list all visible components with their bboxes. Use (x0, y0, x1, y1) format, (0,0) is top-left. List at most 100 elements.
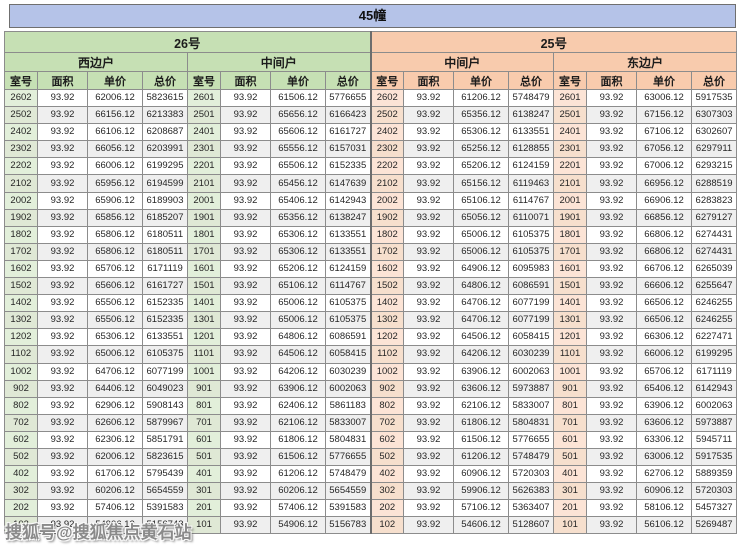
cell-room: 601 (187, 430, 221, 449)
cell-area: 93.92 (586, 88, 638, 108)
cell-total: 5823615 (142, 447, 188, 467)
cell-total: 6166423 (324, 106, 372, 125)
cell-area: 93.92 (586, 242, 638, 261)
cell-area: 93.92 (586, 157, 638, 176)
cell-room: 1501 (553, 277, 588, 296)
cell-total: 6105375 (508, 225, 555, 244)
cell-total: 6246255 (691, 294, 738, 313)
cell-room: 2002 (4, 191, 38, 210)
cell-room: 1702 (4, 242, 38, 261)
cell-total: 6133551 (508, 123, 555, 142)
cell-total: 6199295 (691, 345, 738, 364)
cell-room: 602 (4, 430, 38, 449)
cell-total: 6171119 (142, 259, 188, 279)
cell-total: 6119463 (508, 174, 555, 193)
cell-price: 66006.12 (87, 157, 143, 176)
cell-price: 62106.12 (270, 413, 326, 432)
table-row: 1702 93.92 65806.12 6180511 1701 93.92 65306.1… (4, 242, 738, 261)
cell-room: 1202 (369, 328, 405, 347)
table-row: 502 93.92 62006.12 5823615 501 93.92 61506.12 5… (4, 447, 738, 467)
cell-area: 93.92 (586, 208, 638, 227)
cell-total: 6105375 (142, 345, 188, 364)
cell-total: 5851791 (142, 430, 188, 449)
cell-total: 6180511 (142, 225, 188, 244)
cell-room: 1402 (4, 294, 38, 313)
cell-total: 6213383 (142, 106, 188, 125)
cell-room: 2001 (553, 191, 588, 210)
cell-price: 64206.12 (270, 362, 326, 381)
cell-price: 61206.12 (453, 447, 510, 467)
cell-total: 5626383 (508, 482, 555, 501)
column-header-row: 室号 面积 单价 总价 室号 面积 单价 总价 室号 面积 单价 总价 室号 面… (4, 71, 738, 90)
cell-room: 301 (553, 482, 588, 501)
cell-total: 6142943 (691, 379, 738, 398)
cell-price: 63906.12 (636, 396, 693, 415)
cell-price: 65306.12 (453, 123, 510, 142)
cell-area: 93.92 (220, 191, 271, 210)
cell-room: 2101 (553, 174, 588, 193)
cell-total: 5363407 (508, 499, 555, 518)
cell-price: 63306.12 (636, 430, 693, 449)
col-header-total: 总价 (691, 71, 738, 90)
cell-room: 2401 (187, 123, 221, 142)
table-row: 902 93.92 64406.12 6049023 901 93.92 63906.12 6… (4, 379, 738, 398)
cell-total: 6105375 (324, 311, 372, 330)
cell-room: 401 (187, 465, 221, 484)
cell-area: 93.92 (37, 379, 88, 398)
unit-type-west: 西边户 (4, 52, 188, 72)
cell-total: 6030239 (508, 345, 555, 364)
cell-total: 5879967 (142, 413, 188, 432)
cell-price: 65706.12 (636, 362, 693, 381)
cell-price: 61806.12 (453, 413, 510, 432)
cell-area: 93.92 (403, 447, 455, 467)
cell-area: 93.92 (220, 516, 271, 535)
cell-area: 93.92 (220, 123, 271, 142)
table-row: 1202 93.92 65306.12 6133551 1201 93.92 64806.1… (4, 328, 738, 347)
cell-area: 93.92 (403, 345, 455, 364)
cell-area: 93.92 (586, 123, 638, 142)
cell-price: 61506.12 (453, 430, 510, 449)
cell-price: 64706.12 (453, 311, 510, 330)
cell-price: 57406.12 (87, 499, 143, 518)
cell-room: 2102 (369, 174, 405, 193)
cell-room: 1201 (553, 328, 588, 347)
table-row: 1602 93.92 65706.12 6171119 1601 93.92 65206.1… (4, 259, 738, 279)
cell-total: 5804831 (508, 413, 555, 432)
table-row: 1402 93.92 65506.12 6152335 1401 93.92 65006.1… (4, 294, 738, 313)
cell-room: 1102 (4, 345, 38, 364)
cell-area: 93.92 (220, 430, 271, 449)
cell-area: 93.92 (37, 123, 88, 142)
cell-area: 93.92 (403, 465, 455, 484)
building-title: 45幢 (9, 4, 736, 28)
cell-room: 2201 (553, 157, 588, 176)
cell-price: 67006.12 (636, 157, 693, 176)
col-header-area: 面积 (403, 71, 455, 90)
cell-total: 6194599 (142, 174, 188, 193)
cell-price: 65706.12 (87, 259, 143, 279)
cell-total: 5776655 (324, 447, 372, 467)
cell-total: 6124159 (508, 157, 555, 176)
cell-area: 93.92 (220, 140, 271, 159)
cell-area: 93.92 (220, 345, 271, 364)
cell-room: 1902 (369, 208, 405, 227)
cell-price: 66006.12 (636, 345, 693, 364)
cell-area: 93.92 (37, 208, 88, 227)
cell-room: 2602 (369, 88, 405, 108)
col-header-total: 总价 (324, 71, 372, 90)
cell-price: 62106.12 (453, 396, 510, 415)
cell-total: 6002063 (324, 379, 372, 398)
cell-area: 93.92 (403, 379, 455, 398)
cell-room: 201 (187, 499, 221, 518)
cell-room: 302 (4, 482, 38, 501)
cell-price: 64406.12 (87, 379, 143, 398)
cell-total: 5776655 (324, 88, 372, 108)
cell-price: 65606.12 (87, 277, 143, 296)
col-header-area: 面积 (220, 71, 271, 90)
cell-total: 5917535 (691, 447, 738, 467)
cell-room: 102 (369, 516, 405, 535)
cell-area: 93.92 (586, 277, 638, 296)
cell-total: 5748479 (508, 88, 555, 108)
cell-price: 64806.12 (453, 277, 510, 296)
cell-area: 93.92 (586, 294, 638, 313)
